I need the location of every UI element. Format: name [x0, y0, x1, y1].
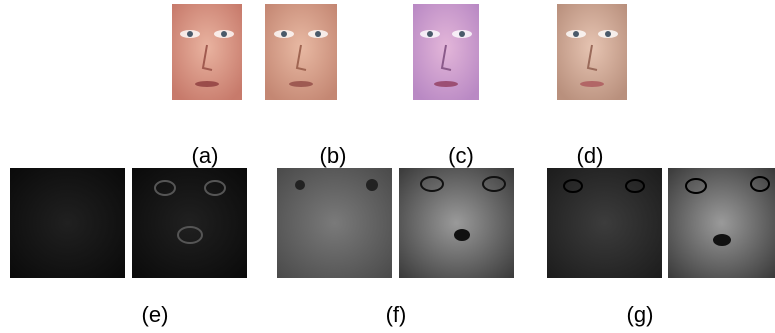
feature-map-g — [547, 168, 775, 278]
caption: (b) — [320, 143, 347, 168]
caption: (g) — [627, 302, 654, 327]
face-image-a — [172, 4, 242, 100]
feature-map-f — [277, 168, 514, 278]
face-image-c — [413, 4, 479, 100]
face-image-d — [557, 4, 627, 100]
caption: (d) — [577, 143, 604, 168]
caption: (c) — [448, 143, 474, 168]
caption: (f) — [386, 302, 407, 327]
figure: (a) (b) (c) (d) (e) (f) (g) — [0, 0, 775, 333]
feature-map-e — [10, 168, 247, 278]
caption: (a) — [192, 143, 219, 168]
caption: (e) — [142, 302, 169, 327]
face-image-b — [265, 4, 337, 100]
